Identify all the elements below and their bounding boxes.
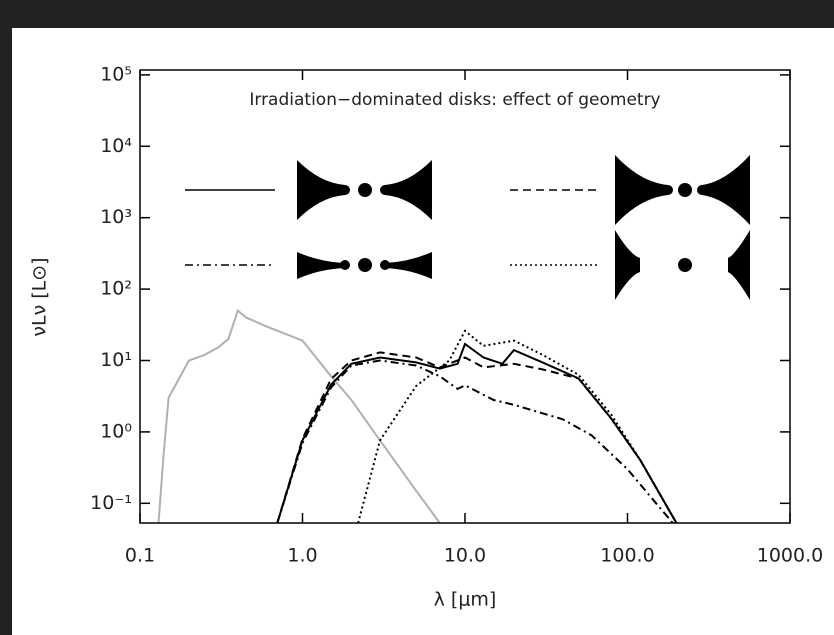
icon-very-flared [615, 155, 750, 225]
geometry-icons [297, 155, 750, 300]
y-tick-label: 10⁻¹ [90, 492, 132, 514]
series-line [157, 308, 441, 523]
y-tick-label: 10³ [100, 206, 132, 228]
x-axis-label: λ [μm] [434, 589, 497, 611]
x-tick-label: 1.0 [287, 545, 317, 567]
icon-flat [297, 252, 432, 279]
y-axis-label: νLν [L⊙] [29, 257, 51, 336]
plot-frame [139, 69, 791, 524]
series-line [276, 359, 674, 523]
x-tick-label: 1000.0 [757, 545, 823, 567]
x-tick-label: 10.0 [444, 545, 486, 567]
y-tick-label: 10⁵ [100, 63, 132, 85]
icon-flared [297, 160, 432, 220]
y-tick-label: 10⁴ [100, 135, 132, 157]
icon-gap [615, 230, 750, 300]
background [12, 28, 834, 635]
series-line [357, 329, 678, 523]
y-tick-label: 10¹ [100, 349, 132, 371]
series-line [276, 351, 678, 523]
y-tick-label: 10⁰ [100, 420, 132, 442]
legend [185, 189, 600, 266]
y-tick-label: 10² [100, 278, 132, 300]
chart-title: Irradiation−dominated disks: effect of g… [249, 90, 660, 110]
x-tick-label: 100.0 [600, 545, 654, 567]
x-tick-label: 0.1 [125, 545, 155, 567]
